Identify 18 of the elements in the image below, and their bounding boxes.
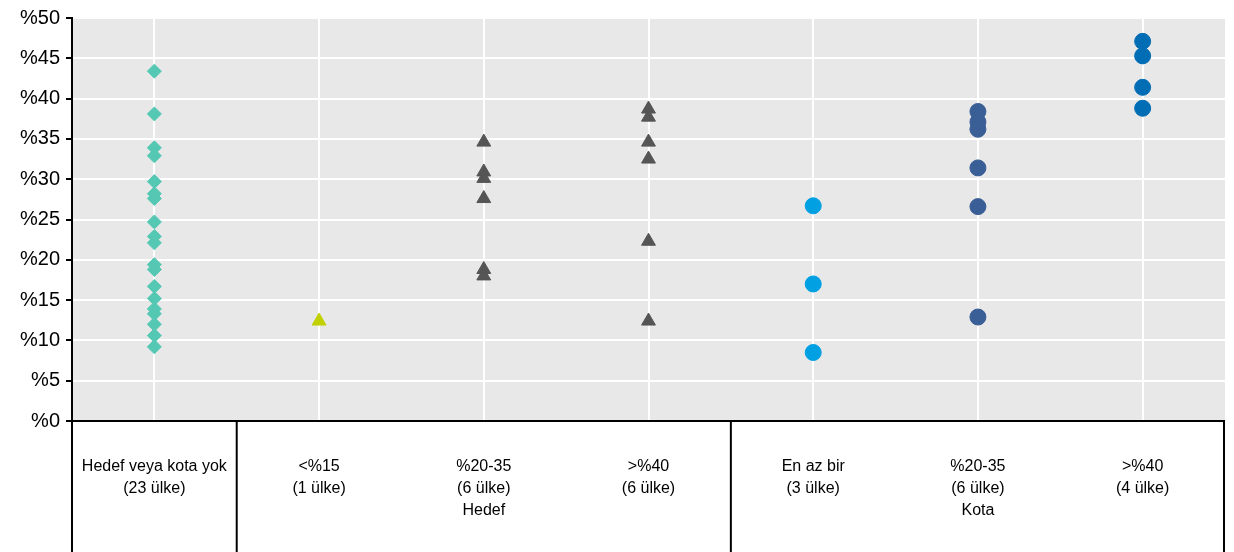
y-tick-label: %5 <box>31 368 60 391</box>
y-tick-label: %50 <box>19 5 60 28</box>
y-tick-label: %10 <box>19 327 60 350</box>
y-tick-label: %25 <box>19 207 60 230</box>
y-tick-label: %20 <box>19 247 60 270</box>
x-tick-label: %20-35 (6 ülke) Kota <box>950 457 1006 519</box>
x-tick-label: %20-35 (6 ülke) Hedef <box>456 457 512 519</box>
x-tick-label: >%40 (4 ülke) <box>1115 457 1170 497</box>
y-tick-label: %0 <box>31 408 60 431</box>
y-tick-label: %45 <box>19 45 60 68</box>
y-tick-label: %15 <box>19 287 60 310</box>
x-tick-label: >%40 (6 ülke) <box>621 457 676 497</box>
y-tick-label: %30 <box>19 166 60 189</box>
y-tick-label: %40 <box>19 86 60 109</box>
x-tick-label: <%15 (1 ülke) <box>292 457 346 497</box>
x-tick-label: Hedef veya kota yok (23 ülke) <box>81 457 228 497</box>
y-tick-label: %35 <box>19 126 60 149</box>
x-tick-label: En az bir (3 ülke) <box>781 457 846 497</box>
